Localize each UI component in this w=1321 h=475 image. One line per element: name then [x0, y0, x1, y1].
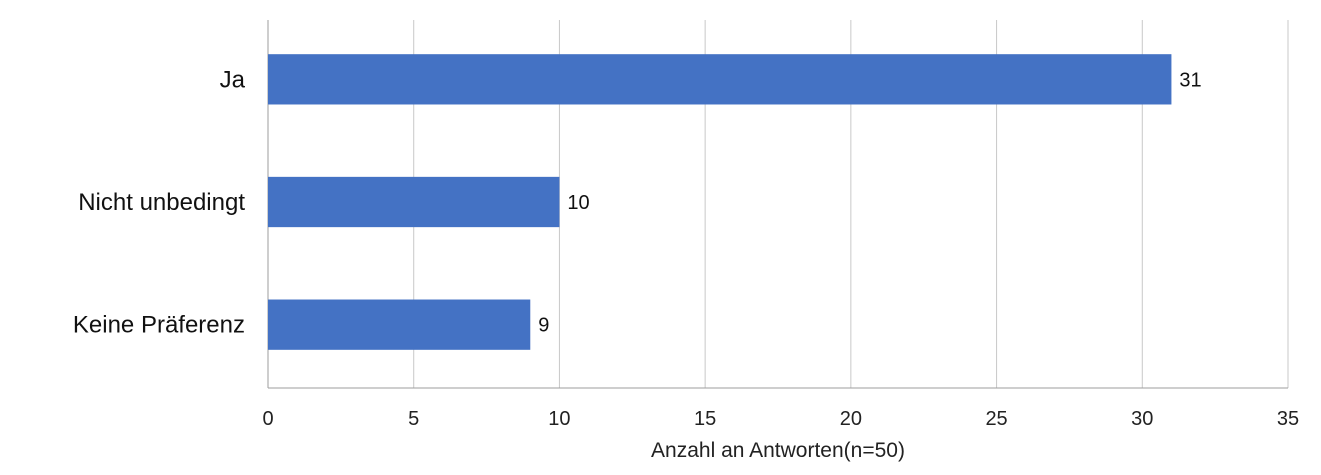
- bar: [268, 54, 1172, 105]
- x-tick-label: 10: [548, 408, 570, 430]
- value-label: 10: [567, 192, 589, 214]
- x-tick-label: 0: [262, 408, 273, 430]
- bars: [268, 54, 1172, 350]
- category-label: Nicht unbedingt: [78, 189, 245, 216]
- x-tick-labels: 0 5 10 15 20 25 30 35: [262, 408, 1299, 430]
- bar: [268, 299, 531, 350]
- bar: [268, 176, 560, 228]
- x-tick-label: 35: [1277, 408, 1299, 430]
- x-tick-label: 15: [694, 408, 716, 430]
- x-axis-title: Anzahl an Antworten(n=50): [651, 439, 905, 462]
- category-label: Ja: [220, 66, 246, 93]
- x-tick-label: 25: [985, 408, 1007, 430]
- category-labels: Ja Nicht unbedingt Keine Präferenz: [73, 66, 246, 338]
- value-label: 31: [1179, 69, 1201, 91]
- value-label: 9: [538, 315, 549, 337]
- value-labels: 31 10 9: [538, 69, 1201, 336]
- category-label: Keine Präferenz: [73, 312, 245, 339]
- x-tick-label: 20: [840, 408, 862, 430]
- x-tick-label: 30: [1131, 408, 1153, 430]
- x-tick-label: 5: [408, 408, 419, 430]
